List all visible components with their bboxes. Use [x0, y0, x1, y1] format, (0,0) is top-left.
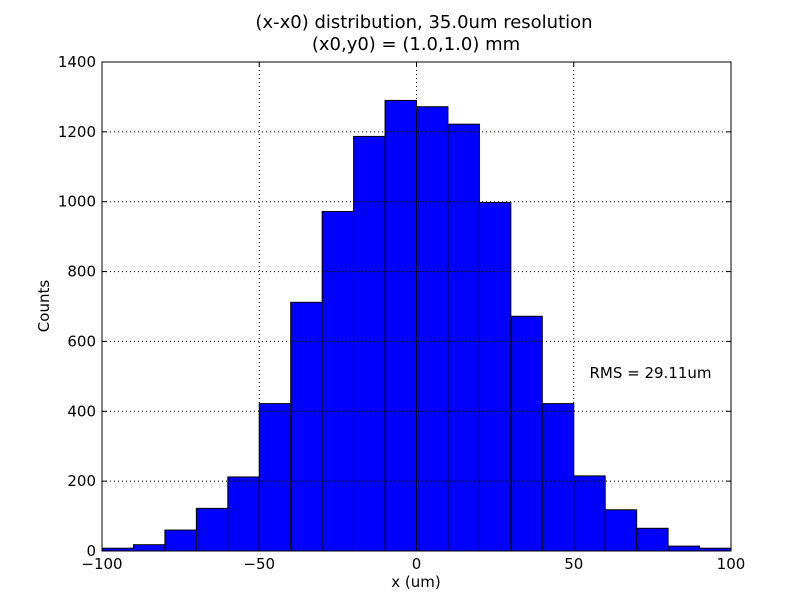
y-tick-label: 1000 [58, 193, 96, 211]
y-tick-label: 1400 [58, 53, 96, 71]
histogram-bar [195, 507, 229, 552]
x-tick-label: −50 [243, 555, 275, 573]
histogram-bar [573, 475, 606, 552]
histogram-bar [384, 99, 417, 552]
histogram-bar [290, 301, 323, 552]
y-tick-label: 1200 [58, 123, 96, 141]
x-tick-label: −100 [81, 555, 122, 573]
grid-lines [102, 62, 731, 551]
tick-marks [101, 61, 732, 552]
y-axis-label: Counts [35, 280, 53, 333]
histogram-bar [164, 529, 197, 552]
y-tick-label: 200 [67, 472, 96, 490]
y-tick-label: 400 [67, 402, 96, 420]
histogram-bar [416, 106, 449, 552]
histogram-bar [478, 201, 512, 552]
histogram-bar [132, 544, 166, 552]
histogram-bar [541, 403, 575, 552]
chart-title: (x-x0) distribution, 35.0um resolution [255, 12, 592, 33]
histogram-bar [258, 403, 292, 552]
histogram-bar [227, 476, 260, 552]
histogram-bar [510, 315, 543, 552]
histogram-bar [636, 527, 669, 552]
chart-subtitle: (x0,y0) = (1.0,1.0) mm [312, 34, 520, 55]
x-tick-label: 50 [564, 555, 583, 573]
histogram-bar [667, 545, 701, 552]
histogram-bar [321, 210, 355, 552]
rms-annotation: RMS = 29.11um [589, 364, 711, 382]
x-axis-label: x (um) [391, 573, 440, 591]
histogram-bar [353, 135, 386, 552]
x-tick-label: 100 [717, 555, 746, 573]
y-tick-label: 0 [86, 542, 96, 560]
histogram-bar [447, 123, 480, 552]
y-tick-label: 600 [67, 332, 96, 350]
x-tick-label: 0 [412, 555, 422, 573]
y-tick-label: 800 [67, 263, 96, 281]
bars-group [101, 99, 732, 552]
histogram-bar [604, 509, 638, 552]
